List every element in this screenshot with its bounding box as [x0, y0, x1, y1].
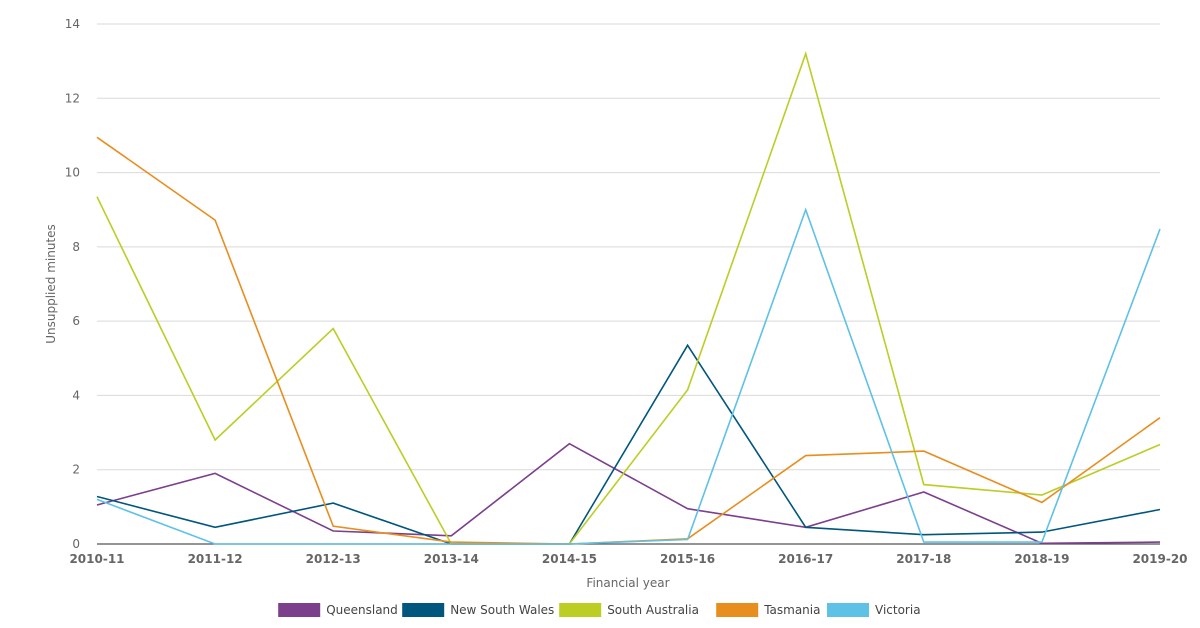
x-tick-label: 2018-19 [1014, 552, 1069, 566]
legend-swatch-victoria [827, 603, 869, 617]
series-line-tasmania [96, 136, 1161, 545]
y-tick-label: 8 [72, 240, 80, 254]
gridlines [97, 23, 1160, 545]
series-line-victoria [96, 207, 1161, 545]
y-tick-label: 0 [72, 537, 80, 551]
legend: Queensland New South Wales South Australia… [278, 603, 921, 617]
series-line-queensland [96, 442, 1161, 545]
series-line-south-australia [96, 51, 1161, 545]
legend-label-tasmania: Tasmania [763, 603, 820, 617]
x-tick-label: 2010-11 [69, 552, 124, 566]
y-tick-label: 4 [72, 388, 80, 402]
y-axis-title: Unsupplied minutes [44, 224, 58, 344]
x-tick-label: 2012-13 [306, 552, 361, 566]
series-line-new-south-wales [96, 343, 1161, 545]
legend-label-new-south-wales: New South Wales [450, 603, 554, 617]
x-tick-label: 2019-20 [1132, 552, 1187, 566]
y-tick-label: 2 [72, 463, 80, 477]
legend-swatch-tasmania [716, 603, 759, 617]
legend-label-victoria: Victoria [875, 603, 921, 617]
x-tick-label: 2013-14 [424, 552, 479, 566]
x-axis-ticks: 2010-11 2011-12 2012-13 2013-14 2014-15 2015-… [69, 552, 1187, 566]
legend-label-south-australia: South Australia [607, 603, 699, 617]
legend-swatch-south-australia [559, 603, 602, 617]
x-tick-label: 2017-18 [896, 552, 951, 566]
y-axis-ticks: 0 2 4 6 8 10 12 14 [65, 17, 80, 551]
y-tick-label: 12 [65, 91, 80, 105]
x-tick-label: 2016-17 [778, 552, 833, 566]
legend-swatch-new-south-wales [402, 603, 445, 617]
y-tick-label: 10 [65, 166, 80, 180]
y-tick-label: 14 [65, 17, 80, 31]
series-lines [96, 51, 1161, 545]
legend-label-queensland: Queensland [326, 603, 398, 617]
x-tick-label: 2015-16 [660, 552, 715, 566]
x-tick-label: 2011-12 [188, 552, 243, 566]
x-axis-title: Financial year [586, 576, 669, 590]
x-tick-label: 2014-15 [542, 552, 597, 566]
legend-swatch-queensland [278, 603, 321, 617]
y-tick-label: 6 [72, 314, 80, 328]
